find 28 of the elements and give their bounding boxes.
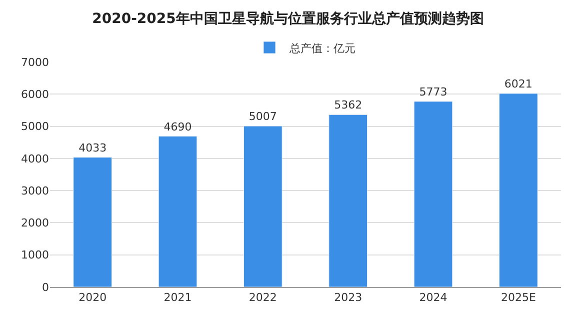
x-tick-label: 2022 <box>248 291 277 304</box>
data-label: 4690 <box>164 120 192 134</box>
data-label: 6021 <box>504 77 532 90</box>
y-tick-label: 2000 <box>21 216 49 230</box>
bar <box>499 93 538 287</box>
data-label: 5773 <box>419 85 448 98</box>
data-label: 5007 <box>248 110 277 124</box>
y-tick-label: 5000 <box>21 120 49 134</box>
y-tick-label: 6000 <box>21 88 49 101</box>
data-label: 5362 <box>334 98 362 112</box>
x-tick-label: 2021 <box>164 291 192 304</box>
bar <box>73 157 112 287</box>
bar <box>244 126 282 287</box>
y-tick-label: 4000 <box>21 152 49 166</box>
bar <box>414 101 453 287</box>
bar <box>158 136 198 287</box>
chart-title: 2020-2025年中国卫星导航与位置服务行业总产值预测趋势图 <box>92 10 484 27</box>
x-tick-label: 2025E <box>500 291 536 304</box>
y-tick-label: 3000 <box>21 184 49 198</box>
y-tick-label: 0 <box>42 280 49 294</box>
y-tick-label: 7000 <box>21 56 49 69</box>
legend-label: 总产值：亿元 <box>288 42 356 55</box>
x-tick-label: 2024 <box>419 291 448 304</box>
x-tick-label: 2020 <box>78 291 107 304</box>
x-tick-label: 2023 <box>334 291 362 304</box>
y-tick-label: 1000 <box>21 248 49 262</box>
data-label: 4033 <box>78 141 107 154</box>
bar <box>328 114 368 287</box>
